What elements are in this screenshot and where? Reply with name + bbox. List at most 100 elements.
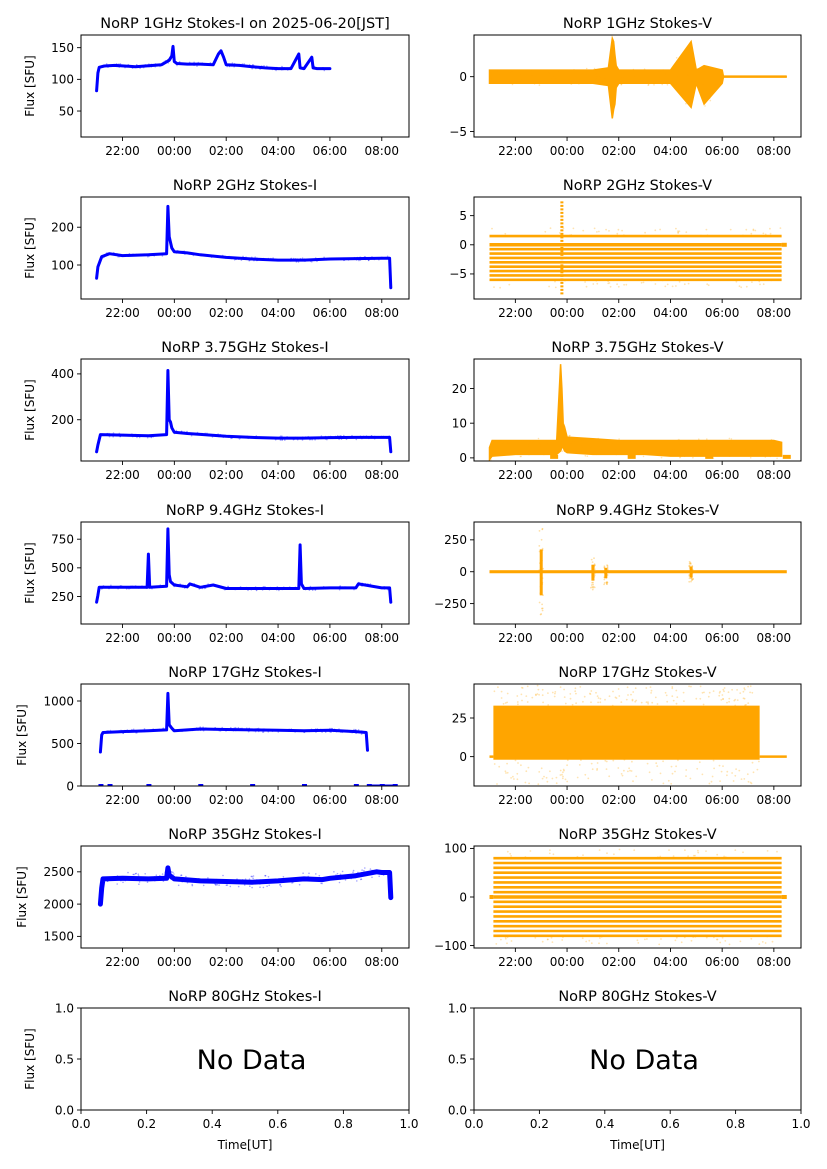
data-point	[197, 63, 199, 66]
data-point	[720, 699, 723, 701]
data-point	[265, 587, 268, 590]
data-point	[535, 694, 537, 697]
data-point	[220, 255, 222, 258]
data-point	[755, 440, 757, 443]
data-point	[341, 731, 344, 734]
data-point	[148, 435, 151, 437]
data-point	[595, 279, 598, 282]
data-point	[667, 81, 669, 83]
data-point	[658, 70, 661, 73]
data-point	[607, 280, 610, 283]
data-point	[381, 869, 384, 872]
data-point	[353, 256, 356, 259]
data-point	[559, 774, 562, 776]
data-point	[296, 258, 299, 260]
data-point	[521, 687, 524, 689]
data-point	[107, 730, 110, 732]
data-point	[520, 693, 523, 696]
data-point	[548, 852, 551, 855]
data-point	[756, 768, 759, 771]
data-point	[666, 283, 669, 286]
y-tick-label: 2500	[43, 865, 74, 879]
data-point	[284, 68, 287, 70]
data-point	[593, 227, 596, 230]
data-point	[634, 687, 637, 690]
y-tick-label: 0	[459, 70, 467, 84]
data-point	[150, 63, 153, 66]
data-point	[100, 898, 102, 901]
data-point	[615, 697, 618, 699]
data-point	[197, 729, 199, 732]
data-point	[516, 695, 519, 697]
data-point	[516, 701, 519, 703]
data-point	[696, 67, 698, 70]
data-point	[103, 256, 105, 258]
data-point	[224, 257, 227, 259]
data-point	[651, 701, 654, 704]
y-tick-label: 100	[51, 73, 74, 87]
data-point	[549, 849, 551, 852]
data-point	[707, 284, 710, 287]
data-point	[591, 768, 594, 771]
data-point	[367, 259, 370, 262]
data-point	[521, 699, 523, 702]
data-point	[774, 75, 777, 78]
data-point	[718, 764, 721, 767]
data-point	[385, 437, 388, 439]
data-point	[352, 871, 354, 873]
data-point	[632, 68, 635, 71]
data-point	[99, 260, 102, 262]
x-tick-label: 08:00	[364, 144, 399, 158]
data-point	[583, 695, 586, 698]
data-point	[100, 65, 103, 68]
data-point	[290, 258, 292, 260]
data-point	[549, 447, 552, 450]
data-point	[233, 62, 236, 65]
data-point	[564, 702, 567, 705]
data-point	[271, 259, 273, 262]
data-point	[386, 588, 388, 590]
data-point	[739, 75, 742, 78]
data-point	[101, 65, 104, 67]
data-point	[616, 232, 619, 235]
data-point	[308, 872, 310, 875]
data-point	[245, 256, 247, 259]
data-point	[611, 704, 614, 707]
data-point	[163, 585, 165, 588]
data-point	[525, 695, 528, 697]
data-point	[249, 885, 251, 887]
data-point	[353, 588, 355, 591]
data-point	[192, 63, 195, 66]
data-point	[692, 936, 695, 938]
data-point	[582, 229, 585, 232]
data-point	[616, 283, 618, 286]
data-point	[188, 61, 191, 64]
data-point	[200, 254, 202, 257]
x-tick-label: 00:00	[157, 468, 192, 482]
data-point	[591, 581, 593, 584]
data-point	[728, 444, 731, 447]
data-point	[196, 65, 198, 67]
data-point	[751, 691, 754, 694]
data-point	[253, 258, 256, 260]
data-point	[127, 586, 129, 588]
data-point	[387, 588, 389, 591]
data-point	[138, 436, 141, 439]
data-point	[623, 769, 625, 772]
data-point	[134, 872, 137, 875]
axes-frame	[473, 683, 802, 787]
data-point	[122, 732, 124, 735]
data-point	[246, 588, 249, 590]
x-tick-label: 22:00	[498, 306, 533, 320]
data-point	[311, 877, 313, 879]
data-point	[253, 66, 256, 68]
data-point	[740, 778, 743, 780]
data-point	[347, 259, 350, 261]
data-point	[747, 702, 750, 704]
data-point	[337, 434, 339, 437]
data-point	[134, 585, 137, 587]
data-point	[360, 731, 363, 733]
data-point	[126, 254, 128, 257]
x-tick-label: 00:00	[550, 631, 585, 645]
